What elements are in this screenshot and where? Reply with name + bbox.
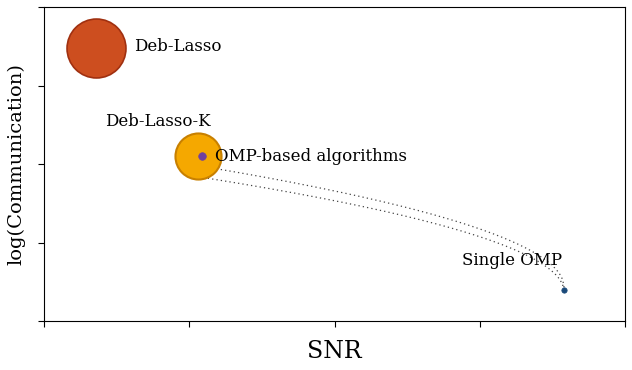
Point	[91, 45, 101, 51]
X-axis label: SNR: SNR	[307, 340, 362, 363]
Point	[193, 153, 203, 159]
Text: Deb-Lasso-K: Deb-Lasso-K	[105, 113, 210, 130]
Text: Deb-Lasso: Deb-Lasso	[134, 38, 222, 55]
Y-axis label: log(Communication): log(Communication)	[7, 63, 25, 265]
Text: Single OMP: Single OMP	[463, 252, 562, 269]
Point	[559, 287, 569, 293]
Text: OMP-based algorithms: OMP-based algorithms	[216, 148, 408, 165]
Point	[197, 153, 207, 159]
